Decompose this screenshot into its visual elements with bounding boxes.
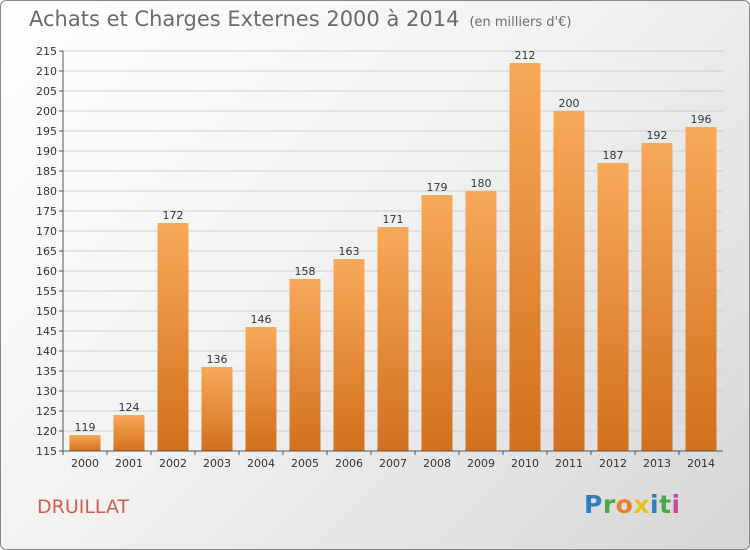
value-label: 171 <box>383 213 404 226</box>
y-tick-label: 210 <box>36 65 57 78</box>
chart-title: Achats et Charges Externes 2000 à 2014 (e… <box>29 7 571 31</box>
proxiti-logo: Proxiti <box>584 490 681 519</box>
x-tick-labels: 2000 2001 2002 2003 2004 2005 2006 2007 2008 2009… <box>62 451 715 470</box>
value-label: 158 <box>295 265 316 278</box>
y-tick-label: 150 <box>36 305 57 318</box>
x-tick-label: 2013 <box>643 457 671 470</box>
chart-title-text: Achats et Charges Externes 2000 à 2014 <box>29 7 460 31</box>
y-tick-label: 115 <box>36 445 57 458</box>
value-label: 196 <box>691 113 712 126</box>
bar <box>245 327 277 451</box>
y-tick-label: 135 <box>36 365 57 378</box>
commune-name: DRUILLAT <box>37 496 130 518</box>
bar <box>69 435 101 451</box>
value-label: 172 <box>163 209 184 222</box>
bar <box>465 191 497 451</box>
x-tick-label: 2004 <box>247 457 275 470</box>
y-tick-label: 125 <box>36 405 57 418</box>
value-label: 192 <box>647 129 668 142</box>
bar <box>333 259 365 451</box>
bar <box>377 227 409 451</box>
y-tick-label: 145 <box>36 325 57 338</box>
y-tick-label: 195 <box>36 125 57 138</box>
x-tick-label: 2001 <box>115 457 143 470</box>
y-tick-label: 120 <box>36 425 57 438</box>
bar <box>509 63 541 451</box>
value-label: 119 <box>75 421 96 434</box>
bar <box>685 127 717 451</box>
y-tick-label: 180 <box>36 185 57 198</box>
y-tick-label: 215 <box>36 45 57 58</box>
y-tick-label: 170 <box>36 225 57 238</box>
x-tick-label: 2003 <box>203 457 231 470</box>
bar <box>201 367 233 451</box>
value-label: 179 <box>427 181 448 194</box>
y-tick-label: 175 <box>36 205 57 218</box>
value-label: 163 <box>339 245 360 258</box>
y-tick-label: 190 <box>36 145 57 158</box>
y-tick-label: 130 <box>36 385 57 398</box>
value-label: 136 <box>207 353 228 366</box>
bar <box>553 111 585 451</box>
value-labels: 119 124 172 136 146 158 163 171 179 180 212 200 187 1… <box>75 49 712 434</box>
y-tick-label: 160 <box>36 265 57 278</box>
x-tick-label: 2014 <box>687 457 715 470</box>
value-label: 146 <box>251 313 272 326</box>
x-tick-label: 2002 <box>159 457 187 470</box>
y-tick-label: 165 <box>36 245 57 258</box>
value-label: 124 <box>119 401 140 414</box>
value-label: 212 <box>515 49 536 62</box>
y-tick-label: 185 <box>36 165 57 178</box>
value-label: 187 <box>603 149 624 162</box>
x-tick-label: 2012 <box>599 457 627 470</box>
bar <box>641 143 673 451</box>
y-tick-labels: 115 120 125 130 135 140 145 150 155 160 165 170 175 1… <box>36 45 63 458</box>
y-tick-label: 200 <box>36 105 57 118</box>
bar <box>421 195 453 451</box>
y-tick-label: 205 <box>36 85 57 98</box>
bar <box>113 415 145 451</box>
x-tick-label: 2000 <box>71 457 99 470</box>
chart-subtitle: (en milliers d'€) <box>469 15 572 30</box>
x-tick-label: 2006 <box>335 457 363 470</box>
y-tick-label: 140 <box>36 345 57 358</box>
y-tick-label: 155 <box>36 285 57 298</box>
x-tick-label: 2008 <box>423 457 451 470</box>
x-tick-label: 2007 <box>379 457 407 470</box>
bar <box>289 279 321 451</box>
x-tick-label: 2009 <box>467 457 495 470</box>
value-label: 200 <box>559 97 580 110</box>
bars <box>69 63 717 451</box>
x-tick-label: 2011 <box>555 457 583 470</box>
value-label: 180 <box>471 177 492 190</box>
bar <box>157 223 189 451</box>
x-tick-label: 2010 <box>511 457 539 470</box>
bar <box>597 163 629 451</box>
x-tick-label: 2005 <box>291 457 319 470</box>
